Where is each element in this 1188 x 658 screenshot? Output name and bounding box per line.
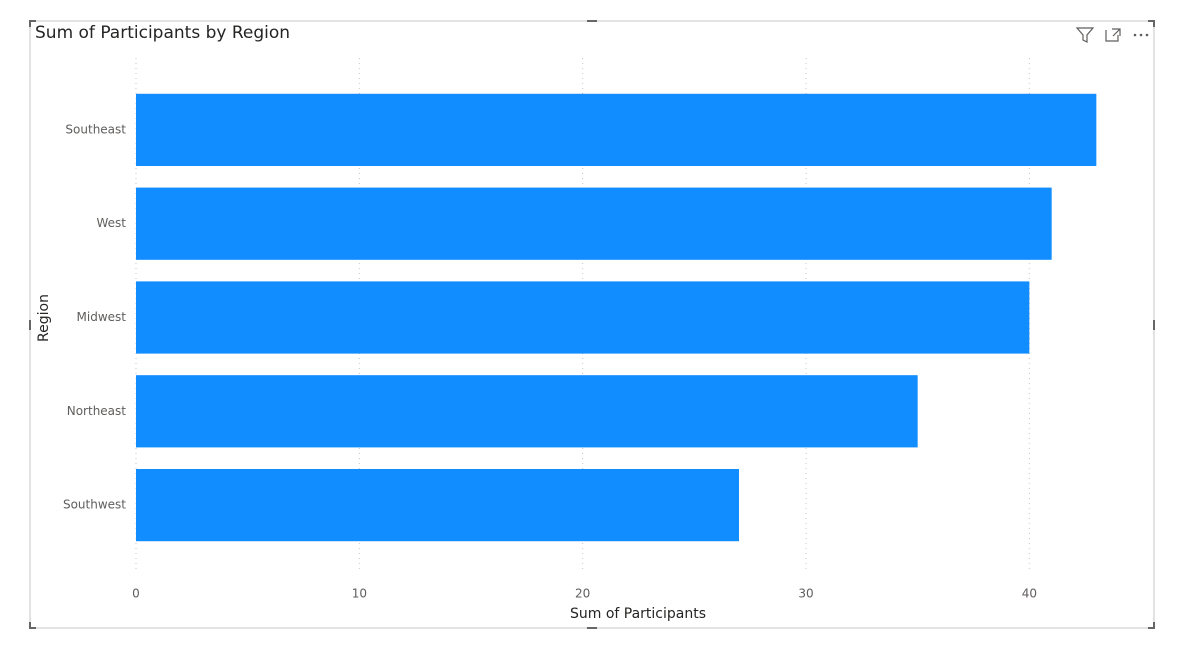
chart-title: Sum of Participants by Region bbox=[35, 23, 290, 43]
y-tick-label: Southeast bbox=[65, 122, 126, 136]
x-tick-label: 40 bbox=[1022, 587, 1037, 601]
x-tick-label: 30 bbox=[798, 587, 813, 601]
bar bbox=[136, 187, 1052, 260]
bar bbox=[136, 281, 1030, 354]
y-tick-label: Midwest bbox=[77, 310, 127, 324]
resize-handles[interactable] bbox=[29, 20, 1155, 629]
y-axis-title: Region bbox=[36, 294, 52, 342]
focus-mode-icon[interactable] bbox=[1105, 28, 1121, 42]
bar bbox=[136, 375, 918, 448]
y-tick-label: Northeast bbox=[67, 404, 127, 418]
bar bbox=[136, 468, 739, 542]
x-tick-label: 10 bbox=[352, 587, 367, 601]
x-tick-label: 0 bbox=[132, 587, 140, 601]
more-options-icon[interactable] bbox=[1133, 33, 1149, 37]
y-tick-label: Southwest bbox=[63, 498, 126, 512]
x-tick-label: 20 bbox=[575, 587, 590, 601]
filter-icon[interactable] bbox=[1075, 27, 1095, 43]
x-axis-title: Sum of Participants bbox=[570, 606, 706, 622]
y-tick-label: West bbox=[96, 216, 126, 230]
bar bbox=[136, 93, 1097, 167]
